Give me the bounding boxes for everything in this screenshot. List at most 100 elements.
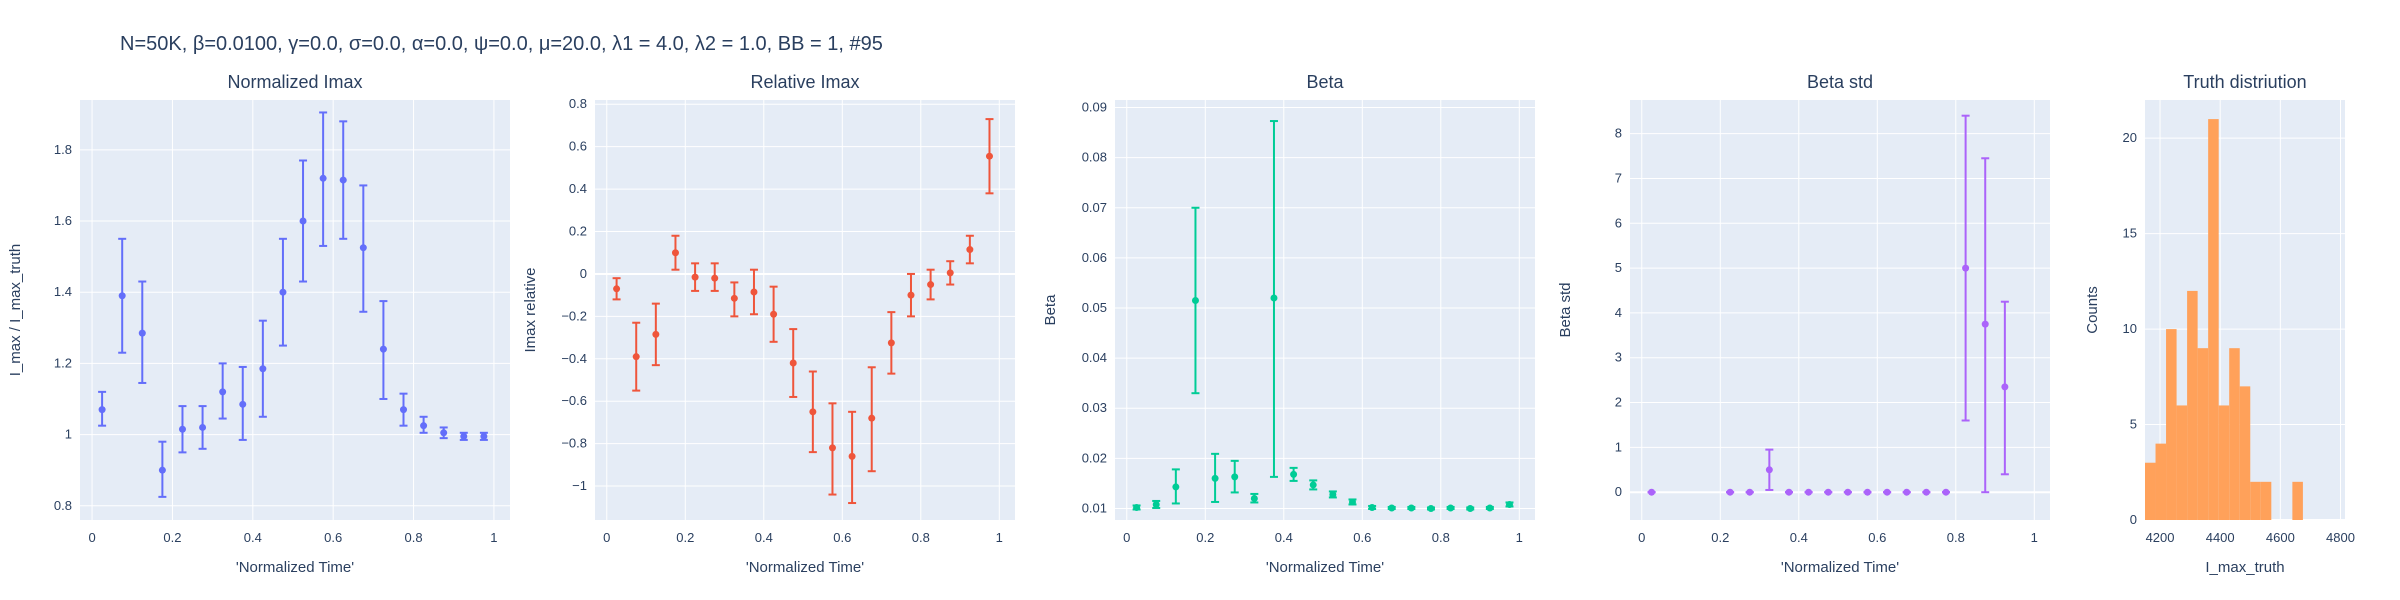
y-tick-label: 7	[1615, 170, 1622, 185]
y-tick-label: 5	[1615, 260, 1622, 275]
x-tick-label: 0.2	[163, 530, 181, 545]
data-point	[985, 152, 993, 160]
chart-panel-3: 0 0.2 0.4 0.6 0.8 1 0.01 0.02 0.03 0.04 0.05 0.06 0.…	[1042, 72, 1535, 576]
data-point	[770, 310, 778, 318]
y-tick-label: 0.03	[1082, 400, 1107, 415]
data-point	[730, 294, 738, 302]
x-tick-label: 0.6	[1353, 530, 1371, 545]
data-point	[946, 269, 954, 277]
histogram-bar	[2155, 443, 2167, 520]
y-tick-label: 0	[2130, 512, 2137, 527]
data-point	[1368, 503, 1376, 511]
data-point	[1152, 500, 1160, 508]
data-point	[1133, 503, 1141, 511]
x-tick-label: 0.4	[1790, 530, 1808, 545]
data-point	[1805, 488, 1813, 496]
y-tick-label: −0.2	[561, 308, 587, 323]
data-point	[379, 345, 387, 353]
x-tick-label: 4600	[2266, 530, 2295, 545]
y-tick-label: 0	[1615, 484, 1622, 499]
data-point	[1505, 500, 1513, 508]
y-tick-label: 15	[2123, 226, 2137, 241]
histogram-bar	[2197, 348, 2209, 520]
panel-title: Relative Imax	[750, 72, 859, 92]
y-tick-label: 0.09	[1082, 100, 1107, 115]
chart-panel-5: 4200 4400 4600 4800 0 5 10 15 20 Truth distriutio…	[2084, 72, 2355, 576]
y-tick-label: 1.8	[54, 142, 72, 157]
x-tick-label: 1	[2031, 530, 2038, 545]
data-point	[691, 273, 699, 281]
chart-panel-4: 0 0.2 0.4 0.6 0.8 1 0 1 2 3 4 5 6 7 8 Beta std 'Normaliz…	[1557, 72, 2050, 576]
x-tick-label: 0.6	[833, 530, 851, 545]
data-point	[98, 406, 106, 414]
chart-panel-1: 0 0.2 0.4 0.6 0.8 1 0.8 1 1.2 1.4 1.6 1.8 Normalized…	[7, 72, 510, 576]
x-tick-label: 0.8	[1947, 530, 1965, 545]
y-tick-label: 0.02	[1082, 450, 1107, 465]
data-point	[848, 452, 856, 460]
y-tick-label: −1	[572, 478, 587, 493]
panel-title: Beta std	[1807, 72, 1873, 92]
data-point	[613, 285, 621, 293]
x-tick-label: 0.6	[1868, 530, 1886, 545]
y-tick-label: 0.2	[569, 224, 587, 239]
data-point	[239, 400, 247, 408]
data-point	[1466, 504, 1474, 512]
histogram-bar	[2260, 481, 2272, 520]
data-point	[1348, 498, 1356, 506]
x-tick-label: 0.4	[1275, 530, 1293, 545]
data-point	[711, 274, 719, 282]
data-point	[1191, 296, 1199, 304]
data-point	[1231, 473, 1239, 481]
x-tick-label: 1	[490, 530, 497, 545]
x-tick-label: 0.2	[676, 530, 694, 545]
data-point	[1844, 488, 1852, 496]
data-point	[652, 330, 660, 338]
data-point	[1648, 488, 1656, 496]
x-axis-label: 'Normalized Time'	[236, 559, 354, 576]
data-point	[339, 176, 347, 184]
y-tick-label: 6	[1615, 215, 1622, 230]
data-point	[219, 388, 227, 396]
x-tick-label: 0.4	[244, 530, 262, 545]
x-axis-label: I_max_truth	[2205, 559, 2284, 576]
data-point	[1290, 470, 1298, 478]
plot-background	[1630, 100, 2050, 520]
data-point	[178, 425, 186, 433]
x-tick-label: 0.8	[912, 530, 930, 545]
data-point	[809, 408, 817, 416]
data-point	[1486, 504, 1494, 512]
y-tick-label: 0.08	[1082, 150, 1107, 165]
panel-title: Beta	[1306, 72, 1344, 92]
y-tick-label: 5	[2130, 417, 2137, 432]
histogram-bar	[2145, 462, 2156, 520]
histogram-bar	[2292, 481, 2303, 520]
data-point	[927, 281, 935, 289]
data-point	[460, 432, 468, 440]
x-tick-label: 0.8	[1432, 530, 1450, 545]
y-tick-label: 1.4	[54, 284, 72, 299]
y-tick-label: 0.8	[54, 498, 72, 513]
data-point	[420, 422, 428, 430]
data-point	[1309, 481, 1317, 489]
data-point	[789, 359, 797, 367]
x-tick-label: 4800	[2326, 530, 2355, 545]
data-point	[887, 339, 895, 347]
data-point	[279, 288, 287, 296]
data-point	[1250, 494, 1258, 502]
y-tick-label: 20	[2123, 130, 2137, 145]
y-tick-label: 0.4	[569, 181, 587, 196]
y-tick-label: 3	[1615, 350, 1622, 365]
y-tick-label: −0.4	[561, 351, 587, 366]
plot-background	[80, 100, 510, 520]
x-tick-label: 0.2	[1711, 530, 1729, 545]
y-axis-label: Beta	[1042, 294, 1059, 326]
y-axis-label: Beta std	[1557, 282, 1574, 337]
y-tick-label: 4	[1615, 305, 1622, 320]
y-tick-label: −0.8	[561, 436, 587, 451]
y-tick-label: 0.04	[1082, 350, 1107, 365]
data-point	[1172, 483, 1180, 491]
y-tick-label: 0.06	[1082, 250, 1107, 265]
data-point	[1883, 488, 1891, 496]
histogram-bar	[2229, 348, 2240, 520]
